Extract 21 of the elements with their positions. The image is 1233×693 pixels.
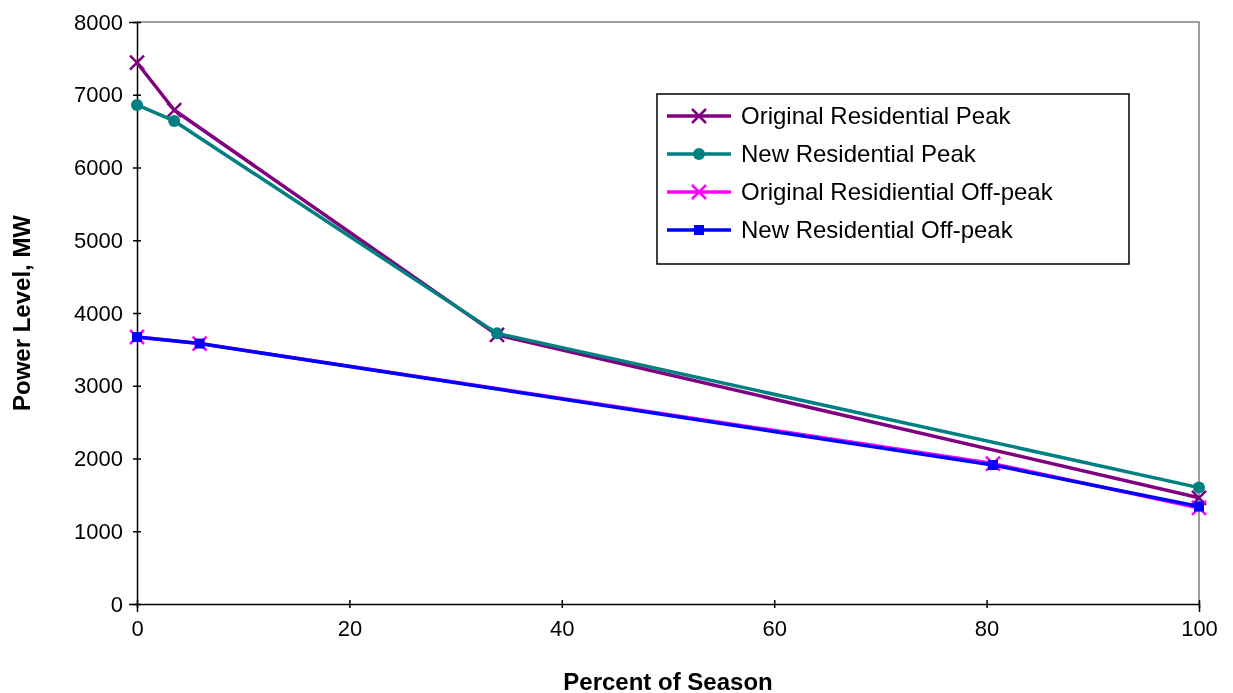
legend-label: New Residential Off-peak xyxy=(741,216,1014,243)
x-axis-title: Percent of Season xyxy=(563,668,773,693)
legend-label: Original Residential Peak xyxy=(741,102,1012,129)
x-tick-label: 40 xyxy=(550,615,575,641)
y-tick-label: 1000 xyxy=(74,518,123,544)
y-axis-title: Power Level, MW xyxy=(8,214,35,412)
y-tick-label: 7000 xyxy=(74,82,123,108)
legend-label: Original Residiential Off-peak xyxy=(741,178,1054,205)
x-tick-label: 20 xyxy=(337,615,363,641)
x-tick-label: 100 xyxy=(1181,615,1218,641)
y-tick-label: 2000 xyxy=(74,446,123,472)
legend-label: New Residential Peak xyxy=(741,140,977,167)
x-tick-label: 0 xyxy=(131,615,144,641)
y-tick-label: 4000 xyxy=(74,300,123,326)
x-tick-label: 80 xyxy=(974,615,1000,641)
y-tick-label: 5000 xyxy=(74,227,123,253)
y-tick-label: 6000 xyxy=(74,155,123,181)
y-tick-label: 3000 xyxy=(74,373,123,399)
y-tick-label: 8000 xyxy=(74,9,123,35)
y-tick-label: 0 xyxy=(110,591,123,617)
x-tick-label: 60 xyxy=(762,615,787,641)
